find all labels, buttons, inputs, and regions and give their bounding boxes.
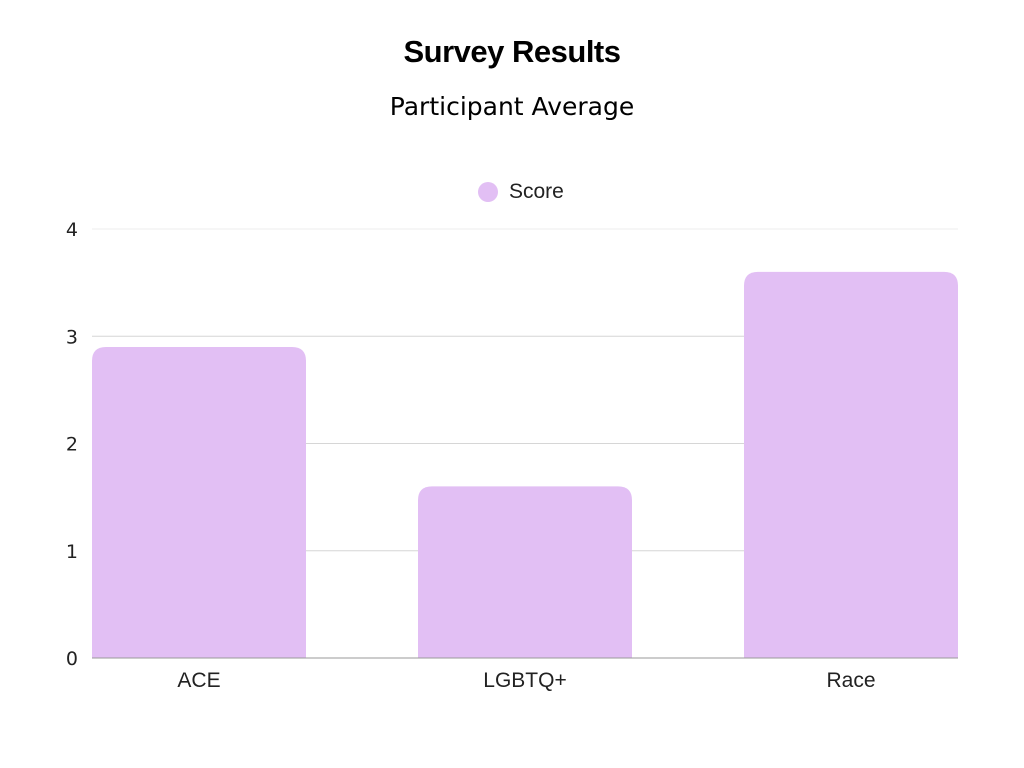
bar-ace <box>92 346 306 658</box>
x-axis-labels: ACE LGBTQ+ Race <box>177 669 875 692</box>
legend-swatch-score <box>478 182 498 202</box>
x-category-label: Race <box>826 669 875 692</box>
x-category-label: LGBTQ+ <box>483 669 566 692</box>
y-tick-label: 3 <box>66 326 78 348</box>
legend-label-score: Score <box>509 180 564 203</box>
y-tick-label: 0 <box>66 648 78 670</box>
chart-title: Survey Results <box>403 34 622 69</box>
y-tick-label: 2 <box>66 434 78 456</box>
y-axis-ticks: 0 1 2 3 4 <box>66 219 78 670</box>
chart-legend: Score <box>478 178 564 206</box>
bar-race <box>744 271 958 658</box>
bar-lgbtq <box>418 486 632 658</box>
y-tick-label: 1 <box>66 541 78 563</box>
y-tick-label: 4 <box>66 219 78 241</box>
bars <box>92 271 958 658</box>
chart-subtitle: Participant Average <box>389 92 635 121</box>
x-category-label: ACE <box>177 669 220 692</box>
